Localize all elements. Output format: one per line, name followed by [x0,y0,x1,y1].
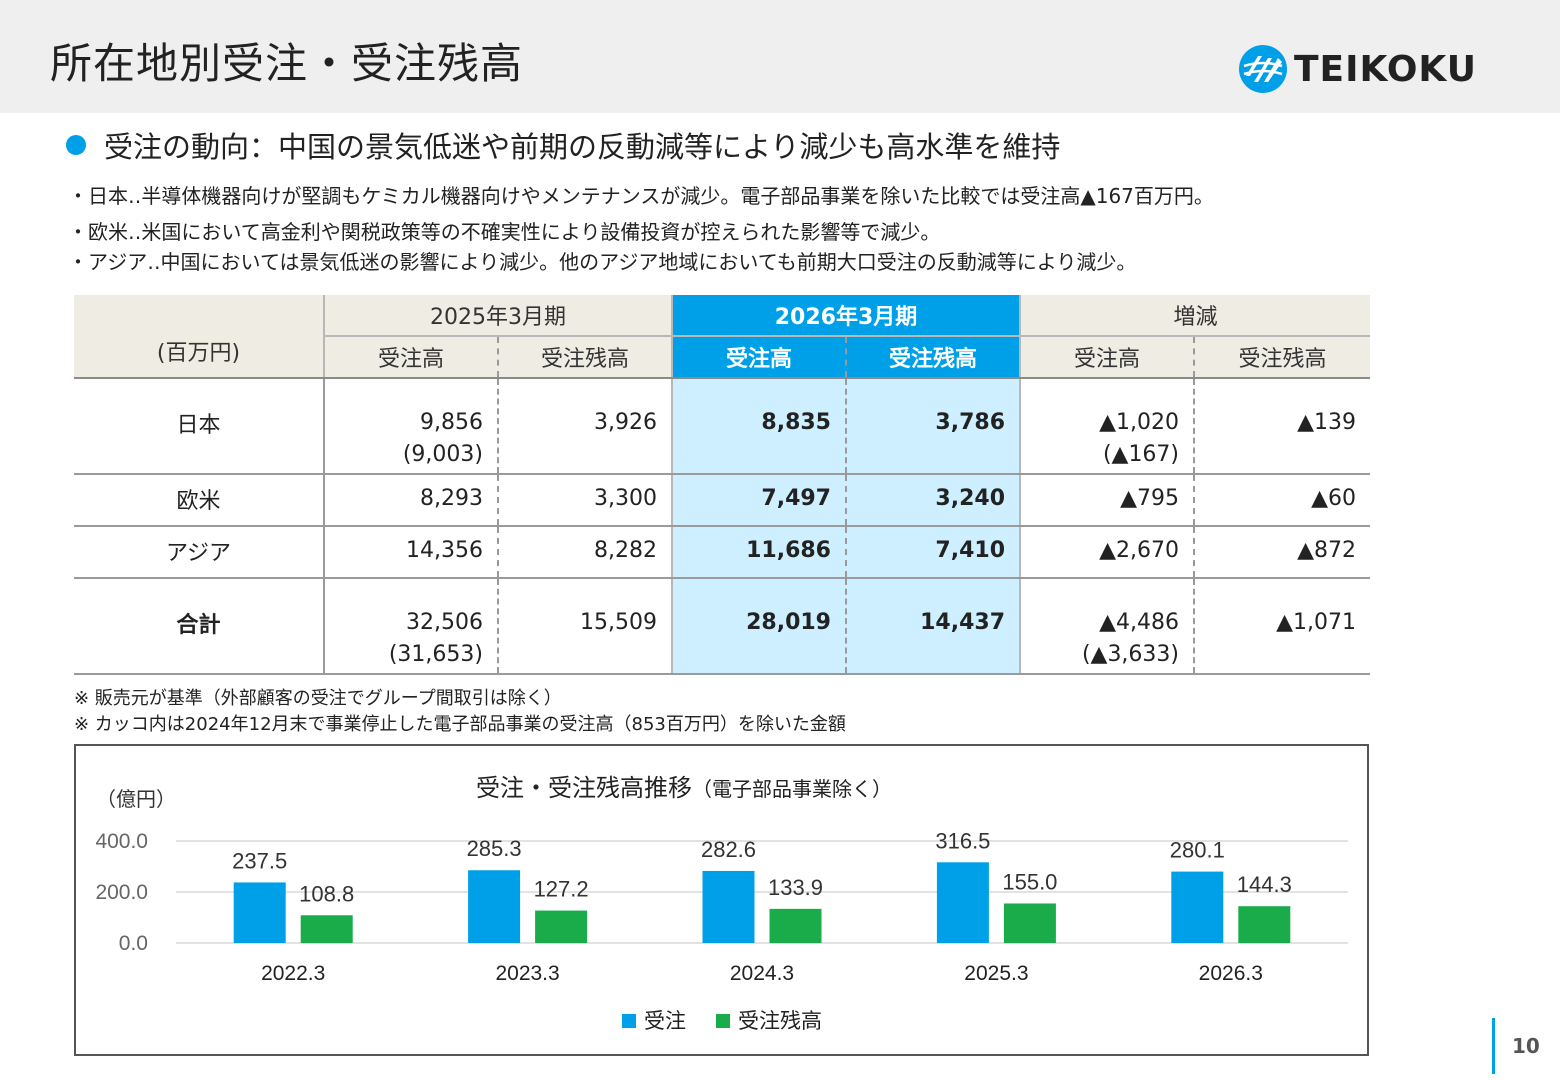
table-cell: 14,356 [324,526,499,579]
data-label: 237.5 [232,848,287,873]
data-label: 108.8 [299,881,354,906]
bar-orders [1171,871,1224,943]
data-label: 133.9 [768,875,823,900]
header-bar: 所在地別受注・受注残高 TEIKOKU [0,0,1560,113]
y-tick-label: 200.0 [95,881,148,904]
note-japan: ・日本‥半導体機器向けが堅調もケミカル機器向けやメンテナンスが減少。電子部品事業… [68,184,1214,208]
data-label: 155.0 [1002,869,1057,894]
x-tick-label: 2025.3 [964,962,1028,985]
teikoku-logo: TEIKOKU [1238,44,1477,94]
table-cell: ▲1,071 [1194,578,1371,675]
table-cell: ▲2,670 [1020,526,1196,579]
logo-text: TEIKOKU [1294,48,1477,90]
page-title: 所在地別受注・受注残高 [50,39,524,88]
bar-backlog [535,910,588,943]
y-tick-label: 400.0 [95,830,148,853]
table-cell: 32,506 (31,653) [324,578,499,675]
page-number: 10 [1512,1034,1540,1058]
headline-text: 受注の動向：中国の景気低迷や前期の反動減等により減少も高水準を維持 [104,130,1061,164]
table-cell: ▲1,020 (▲167) [1020,378,1196,475]
table-cell: 3,926 [498,378,673,475]
bar-orders [233,882,286,943]
table-cell: 14,437 [846,578,1022,675]
table-cell: ▲139 [1194,378,1371,475]
legend-swatch-orders [622,1014,636,1028]
bar-orders [702,870,755,943]
table-row: 欧米 8,293 3,300 7,497 3,240 ▲795 ▲60 [74,474,1371,527]
period-header-2026: 2026年3月期 [672,295,1022,336]
note-asia: ・アジア‥中国においては景気低迷の影響により減少。他のアジア地域においても前期大… [68,250,1137,274]
table-cell: 8,293 [324,474,499,527]
table-cell: ▲872 [1194,526,1371,579]
headline: 受注の動向：中国の景気低迷や前期の反動減等により減少も高水準を維持 [66,124,1060,166]
sub-header: 受注高 [324,335,499,379]
orders-chart: 受注・受注残高推移（電子部品事業除く） （億円） 400.0 200.0 0.0 23… [74,744,1369,1056]
data-label: 316.5 [935,828,990,853]
bar-orders [468,870,521,943]
period-header-2025: 2025年3月期 [324,295,673,336]
x-tick-label: 2022.3 [261,962,325,985]
sub-header: 受注残高 [1194,335,1371,379]
table-cell: 7,410 [846,526,1022,579]
table-cell: 3,300 [498,474,673,527]
sub-header: 受注残高 [498,335,673,379]
table-row: アジア 14,356 8,282 11,686 7,410 ▲2,670 ▲87… [74,526,1371,579]
sub-header: 受注高 [672,335,847,379]
bullet-dot-icon [66,135,86,155]
table-cell: 28,019 [672,578,847,675]
page-number-bar [1492,1018,1495,1074]
period-header-change: 増減 [1020,295,1371,336]
legend-swatch-backlog [716,1014,730,1028]
table-cell: 3,786 [846,378,1022,475]
table-cell: 7,497 [672,474,847,527]
data-label: 127.2 [534,877,589,902]
bar-backlog [300,915,353,943]
table-cell: ▲795 [1020,474,1196,527]
footnote-basis: ※ 販売元が基準（外部顧客の受注でグループ間取引は除く） [74,688,562,709]
row-label: 日本 [74,378,325,475]
y-tick-label: 0.0 [119,932,148,955]
table-cell: 3,240 [846,474,1022,527]
row-label: アジア [74,526,325,579]
table-row: 日本 9,856 (9,003) 3,926 8,835 3,786 ▲1,020… [74,378,1371,475]
sub-header: 受注残高 [846,335,1022,379]
bar-backlog [1238,906,1291,943]
chart-title: 受注・受注残高推移（電子部品事業除く） [476,774,892,802]
table-cell: ▲60 [1194,474,1371,527]
table-row-total: 合計 32,506 (31,653) 15,509 28,019 14,437 ▲… [74,578,1371,675]
table-cell: 9,856 (9,003) [324,378,499,475]
legend-label: 受注 [644,1009,686,1033]
unit-label: (百万円) [74,336,325,379]
orders-table: 2025年3月期 2026年3月期 増減 (百万円) 受注高 受注残高 受注高 … [74,295,1371,675]
row-label: 合計 [74,578,325,675]
data-label: 144.3 [1237,872,1292,897]
teikoku-logo-icon [1239,45,1287,93]
chart-unit-label: （億円） [96,787,176,811]
data-label: 280.1 [1170,838,1225,863]
table-cell: 15,509 [498,578,673,675]
note-europe-us: ・欧米‥米国において高金利や関税政策等の不確実性により設備投資が控えられた影響等… [68,220,941,244]
x-tick-label: 2024.3 [730,962,794,985]
sub-header: 受注高 [1020,335,1196,379]
table-cell: 8,835 [672,378,847,475]
x-tick-label: 2023.3 [495,962,559,985]
legend-label: 受注残高 [738,1009,822,1033]
orders-chart-svg: 受注・受注残高推移（電子部品事業除く） （億円） 400.0 200.0 0.0 23… [95,774,1348,1033]
row-label: 欧米 [74,474,325,527]
table-cell: 11,686 [672,526,847,579]
table-cell: 8,282 [498,526,673,579]
bar-orders [936,862,989,943]
data-label: 282.6 [701,837,756,862]
table-corner [74,295,325,336]
data-label: 285.3 [467,836,522,861]
bar-backlog [769,908,822,943]
x-tick-label: 2026.3 [1199,962,1263,985]
bar-backlog [1003,903,1056,943]
table-cell: ▲4,486 (▲3,633) [1020,578,1196,675]
footnote-parentheses: ※ カッコ内は2024年12月末で事業停止した電子部品事業の受注高（853百万円… [74,714,846,735]
